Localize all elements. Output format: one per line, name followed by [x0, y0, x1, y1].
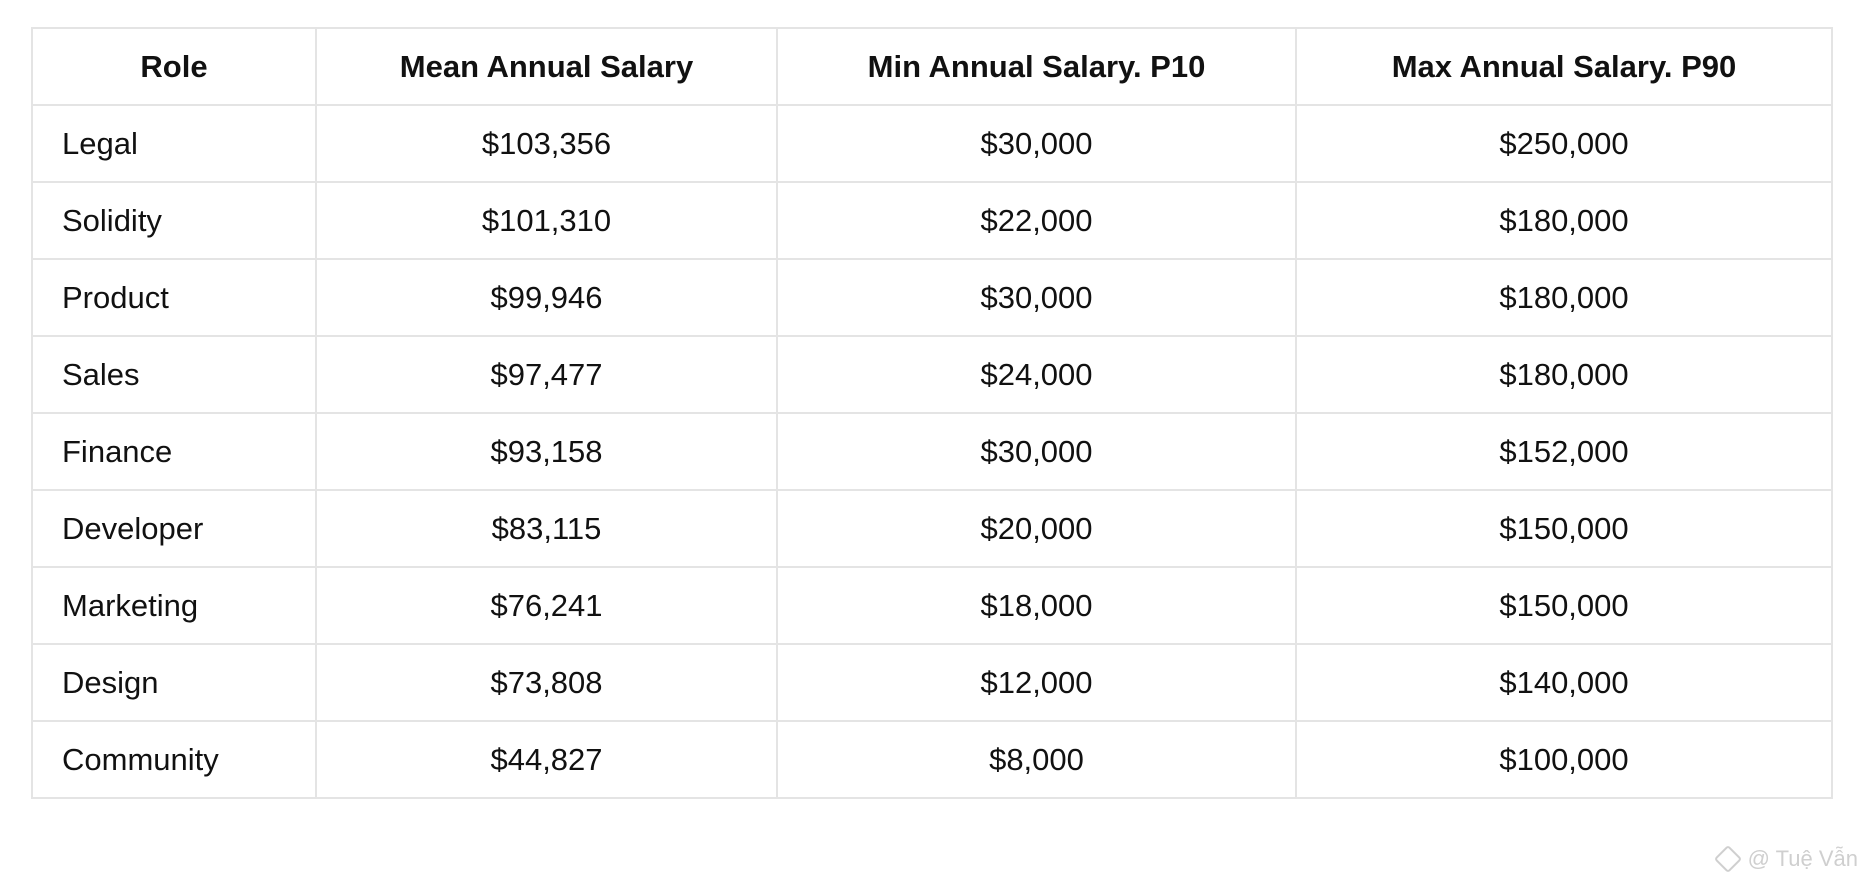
min-salary-cell: $22,000 — [776, 181, 1297, 260]
mean-salary-cell: $97,477 — [315, 335, 778, 414]
max-salary-cell: $152,000 — [1295, 412, 1833, 491]
table-row: Sales $97,477 $24,000 $180,000 — [31, 335, 1833, 414]
watermark-text: @ Tuệ Vẫn — [1747, 846, 1858, 871]
table-row: Community $44,827 $8,000 $100,000 — [31, 720, 1833, 799]
table-row: Product $99,946 $30,000 $180,000 — [31, 258, 1833, 337]
table-row: Solidity $101,310 $22,000 $180,000 — [31, 181, 1833, 260]
mean-salary-cell: $103,356 — [315, 104, 778, 183]
mean-salary-cell: $44,827 — [315, 720, 778, 799]
role-cell: Sales — [31, 335, 317, 414]
min-salary-cell: $30,000 — [776, 258, 1297, 337]
max-salary-cell: $180,000 — [1295, 258, 1833, 337]
min-salary-cell: $12,000 — [776, 643, 1297, 722]
table-row: Design $73,808 $12,000 $140,000 — [31, 643, 1833, 722]
mean-salary-cell: $76,241 — [315, 566, 778, 645]
table-row: Marketing $76,241 $18,000 $150,000 — [31, 566, 1833, 645]
max-salary-cell: $250,000 — [1295, 104, 1833, 183]
role-cell: Marketing — [31, 566, 317, 645]
header-max-annual-salary: Max Annual Salary. P90 — [1295, 27, 1833, 106]
min-salary-cell: $30,000 — [776, 412, 1297, 491]
table-header-row: Role Mean Annual Salary Min Annual Salar… — [31, 27, 1833, 106]
table-row: Developer $83,115 $20,000 $150,000 — [31, 489, 1833, 568]
mean-salary-cell: $83,115 — [315, 489, 778, 568]
mean-salary-cell: $73,808 — [315, 643, 778, 722]
header-role: Role — [31, 27, 317, 106]
table-row: Finance $93,158 $30,000 $152,000 — [31, 412, 1833, 491]
role-cell: Finance — [31, 412, 317, 491]
mean-salary-cell: $93,158 — [315, 412, 778, 491]
max-salary-cell: $180,000 — [1295, 335, 1833, 414]
watermark: @ Tuệ Vẫn — [1713, 844, 1858, 874]
min-salary-cell: $8,000 — [776, 720, 1297, 799]
min-salary-cell: $30,000 — [776, 104, 1297, 183]
role-cell: Legal — [31, 104, 317, 183]
role-cell: Design — [31, 643, 317, 722]
mean-salary-cell: $99,946 — [315, 258, 778, 337]
role-cell: Community — [31, 720, 317, 799]
mean-salary-cell: $101,310 — [315, 181, 778, 260]
role-cell: Product — [31, 258, 317, 337]
header-min-annual-salary: Min Annual Salary. P10 — [776, 27, 1297, 106]
max-salary-cell: $150,000 — [1295, 566, 1833, 645]
role-cell: Developer — [31, 489, 317, 568]
table-row: Legal $103,356 $30,000 $250,000 — [31, 104, 1833, 183]
max-salary-cell: $150,000 — [1295, 489, 1833, 568]
min-salary-cell: $18,000 — [776, 566, 1297, 645]
max-salary-cell: $100,000 — [1295, 720, 1833, 799]
max-salary-cell: $180,000 — [1295, 181, 1833, 260]
min-salary-cell: $24,000 — [776, 335, 1297, 414]
salary-table: Role Mean Annual Salary Min Annual Salar… — [31, 27, 1833, 799]
role-cell: Solidity — [31, 181, 317, 260]
watermark-logo-icon — [1713, 844, 1742, 874]
max-salary-cell: $140,000 — [1295, 643, 1833, 722]
header-mean-annual-salary: Mean Annual Salary — [315, 27, 778, 106]
min-salary-cell: $20,000 — [776, 489, 1297, 568]
